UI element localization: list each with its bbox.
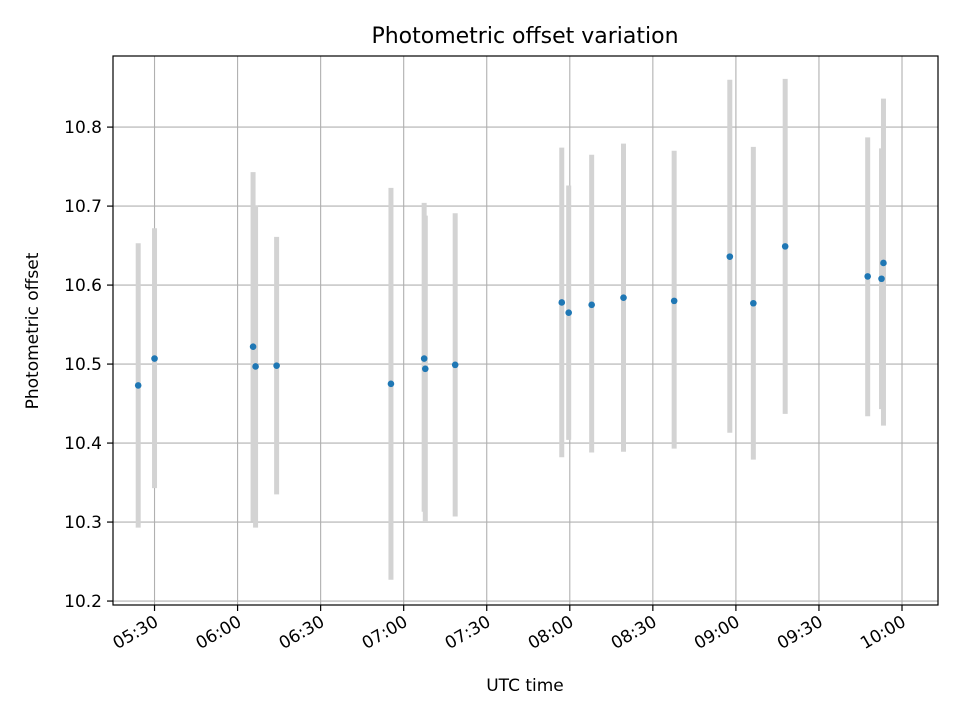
data-point-16 — [781, 243, 789, 250]
data-point-3 — [252, 363, 259, 370]
y-axis: 10.2 10.3 10.4 10.5 10.6 10.7 10.8 — [64, 118, 113, 612]
y-tick-label-1: 10.3 — [64, 513, 102, 533]
data-point-13 — [670, 297, 678, 305]
chart-title: Photometric offset variation — [371, 24, 678, 49]
plot-frame — [112, 55, 939, 606]
data-point-15 — [750, 299, 757, 307]
data-point-4 — [273, 362, 280, 369]
data-point-7 — [421, 365, 429, 373]
x-axis-label: UTC time — [486, 676, 564, 696]
y-tick-label-4: 10.6 — [64, 276, 102, 296]
data-point-1 — [151, 355, 158, 362]
data-point-19 — [880, 259, 887, 267]
y-tick-label-5: 10.7 — [64, 197, 102, 217]
data-points — [134, 243, 887, 389]
y-tick-label-0: 10.2 — [64, 592, 102, 612]
y-tick-label-6: 10.8 — [64, 118, 102, 138]
data-point-5 — [387, 380, 395, 388]
data-point-12 — [620, 294, 627, 302]
data-point-10 — [565, 309, 572, 317]
data-point-6 — [420, 355, 428, 362]
y-tick-label-2: 10.4 — [64, 434, 102, 454]
data-point-11 — [588, 301, 595, 309]
data-point-14 — [726, 253, 734, 260]
y-axis-label: Photometric offset — [23, 252, 43, 409]
data-point-2 — [249, 343, 257, 350]
data-point-8 — [451, 361, 459, 369]
gridlines — [113, 56, 938, 605]
y-tick-label-3: 10.5 — [64, 355, 102, 375]
data-point-9 — [558, 299, 566, 306]
data-point-0 — [134, 382, 142, 389]
data-point-18 — [878, 275, 885, 283]
data-point-17 — [864, 273, 871, 280]
